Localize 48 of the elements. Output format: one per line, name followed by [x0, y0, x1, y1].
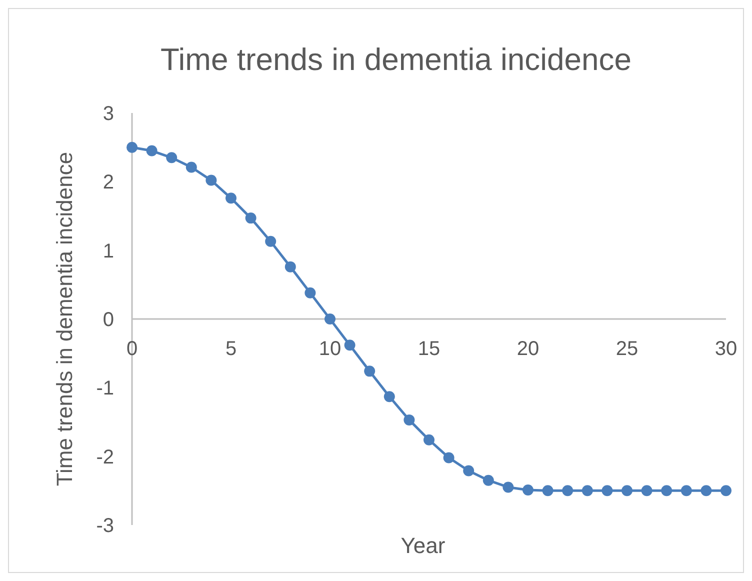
point: [404, 414, 415, 426]
point: [463, 465, 474, 476]
point: [680, 485, 692, 496]
point: [344, 340, 356, 351]
point: [582, 485, 593, 496]
point: [364, 366, 376, 377]
y-tick-label: 0: [102, 309, 114, 331]
x-axis-title: Year: [400, 533, 446, 558]
y-tick-label: -2: [96, 446, 114, 468]
point: [324, 314, 336, 324]
point: [226, 192, 236, 204]
point: [661, 485, 672, 496]
y-axis-title: Time trends in dementia incidence: [52, 152, 77, 486]
point: [562, 485, 574, 496]
y-tick-label: 2: [102, 172, 114, 194]
point: [502, 482, 514, 493]
x-tick-label: 0: [126, 338, 138, 360]
point: [186, 162, 197, 173]
point: [443, 452, 454, 464]
point: [265, 236, 276, 247]
point: [384, 391, 395, 402]
point: [146, 145, 158, 156]
chart-title: Time trends in dementia incidence: [160, 42, 632, 77]
point: [482, 474, 494, 486]
point: [206, 174, 217, 186]
point: [720, 485, 732, 496]
y-tick-label: 1: [102, 240, 114, 262]
x-tick-label: 10: [318, 338, 342, 360]
point: [245, 212, 256, 224]
point: [542, 485, 554, 496]
point: [522, 484, 534, 496]
point: [284, 261, 296, 272]
point: [602, 485, 613, 496]
point: [126, 142, 138, 153]
x-tick-label: 5: [225, 338, 237, 360]
y-tick-label: -1: [96, 378, 114, 400]
y-tick-label: -3: [96, 515, 114, 537]
point: [622, 485, 632, 496]
point: [424, 434, 434, 446]
point: [166, 152, 178, 164]
x-tick-label: 15: [418, 338, 440, 360]
point: [641, 485, 652, 496]
x-tick-label: 25: [616, 338, 638, 360]
x-tick-label: 30: [714, 338, 738, 360]
x-tick-label: 20: [516, 338, 540, 360]
y-tick-label: 3: [102, 103, 114, 125]
point: [700, 485, 712, 496]
point: [304, 287, 316, 298]
